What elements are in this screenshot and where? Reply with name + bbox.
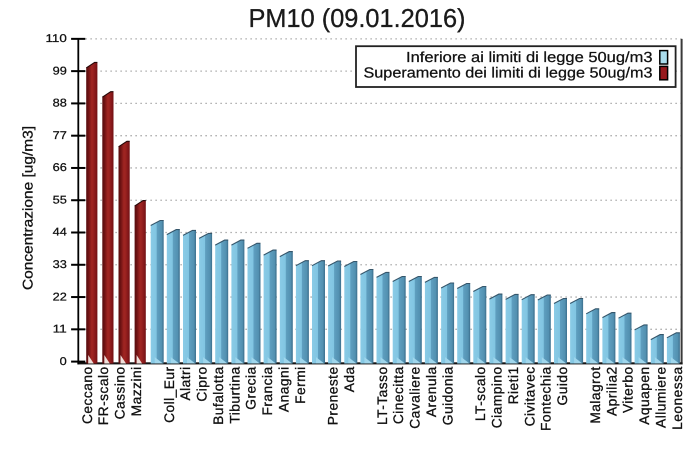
- svg-text:Cipro: Cipro: [195, 366, 210, 401]
- svg-text:Grecia: Grecia: [244, 366, 259, 409]
- svg-text:88: 88: [53, 98, 67, 110]
- svg-text:LT-scalo: LT-scalo: [473, 366, 488, 421]
- svg-text:Viterbo: Viterbo: [621, 366, 636, 413]
- svg-text:55: 55: [53, 194, 67, 206]
- svg-text:Fermi: Fermi: [293, 366, 308, 404]
- svg-text:Cavaliere: Cavaliere: [408, 366, 423, 428]
- svg-text:Leonessa: Leonessa: [670, 366, 685, 429]
- svg-text:Aprilia2: Aprilia2: [604, 366, 619, 416]
- svg-text:Preneste: Preneste: [326, 366, 341, 425]
- svg-text:Anagni: Anagni: [277, 366, 292, 412]
- svg-text:LT-Tasso: LT-Tasso: [375, 366, 390, 425]
- svg-text:22: 22: [53, 291, 67, 303]
- svg-text:Coll_Eur: Coll_Eur: [162, 366, 177, 423]
- svg-text:Mazzini: Mazzini: [129, 366, 144, 416]
- svg-text:0: 0: [60, 356, 67, 368]
- svg-text:Arenula: Arenula: [424, 366, 439, 417]
- svg-text:Ada: Ada: [342, 366, 357, 392]
- svg-text:33: 33: [53, 259, 67, 271]
- svg-text:Cinecitta: Cinecitta: [391, 366, 406, 424]
- svg-text:110: 110: [46, 33, 67, 45]
- svg-text:Guidonia: Guidonia: [440, 366, 455, 425]
- svg-text:Cassino: Cassino: [113, 366, 128, 419]
- svg-text:Guido: Guido: [555, 366, 570, 405]
- svg-text:Rieti1: Rieti1: [506, 366, 521, 404]
- svg-text:Ciampino: Ciampino: [490, 366, 505, 428]
- svg-text:Alatri: Alatri: [178, 366, 193, 400]
- svg-text:Allumiere: Allumiere: [653, 366, 668, 428]
- svg-text:FR-scalo: FR-scalo: [96, 366, 111, 425]
- svg-text:Inferiore ai limiti di legge 5: Inferiore ai limiti di legge 50ug/m3: [406, 50, 653, 66]
- svg-text:Francia: Francia: [260, 366, 275, 415]
- svg-text:Aquapen: Aquapen: [637, 366, 652, 424]
- svg-text:Superamento dei limiti di legg: Superamento dei limiti di legge 50ug/m3: [364, 66, 653, 82]
- svg-text:11: 11: [53, 324, 67, 336]
- svg-text:Civitavec: Civitavec: [522, 366, 537, 426]
- svg-text:99: 99: [53, 65, 67, 77]
- svg-text:44: 44: [53, 227, 67, 239]
- svg-text:Ceccano: Ceccano: [80, 366, 95, 424]
- svg-text:PM10 (09.01.2016): PM10 (09.01.2016): [249, 3, 466, 33]
- svg-text:Fontechia: Fontechia: [539, 366, 554, 431]
- svg-text:Malagrot: Malagrot: [588, 366, 603, 423]
- svg-text:Tiburtina: Tiburtina: [227, 366, 242, 423]
- svg-text:Concentrazione [ug/m3]: Concentrazione [ug/m3]: [20, 126, 36, 290]
- svg-text:Bufalotta: Bufalotta: [211, 366, 226, 425]
- svg-text:77: 77: [53, 130, 67, 142]
- svg-text:66: 66: [53, 162, 67, 174]
